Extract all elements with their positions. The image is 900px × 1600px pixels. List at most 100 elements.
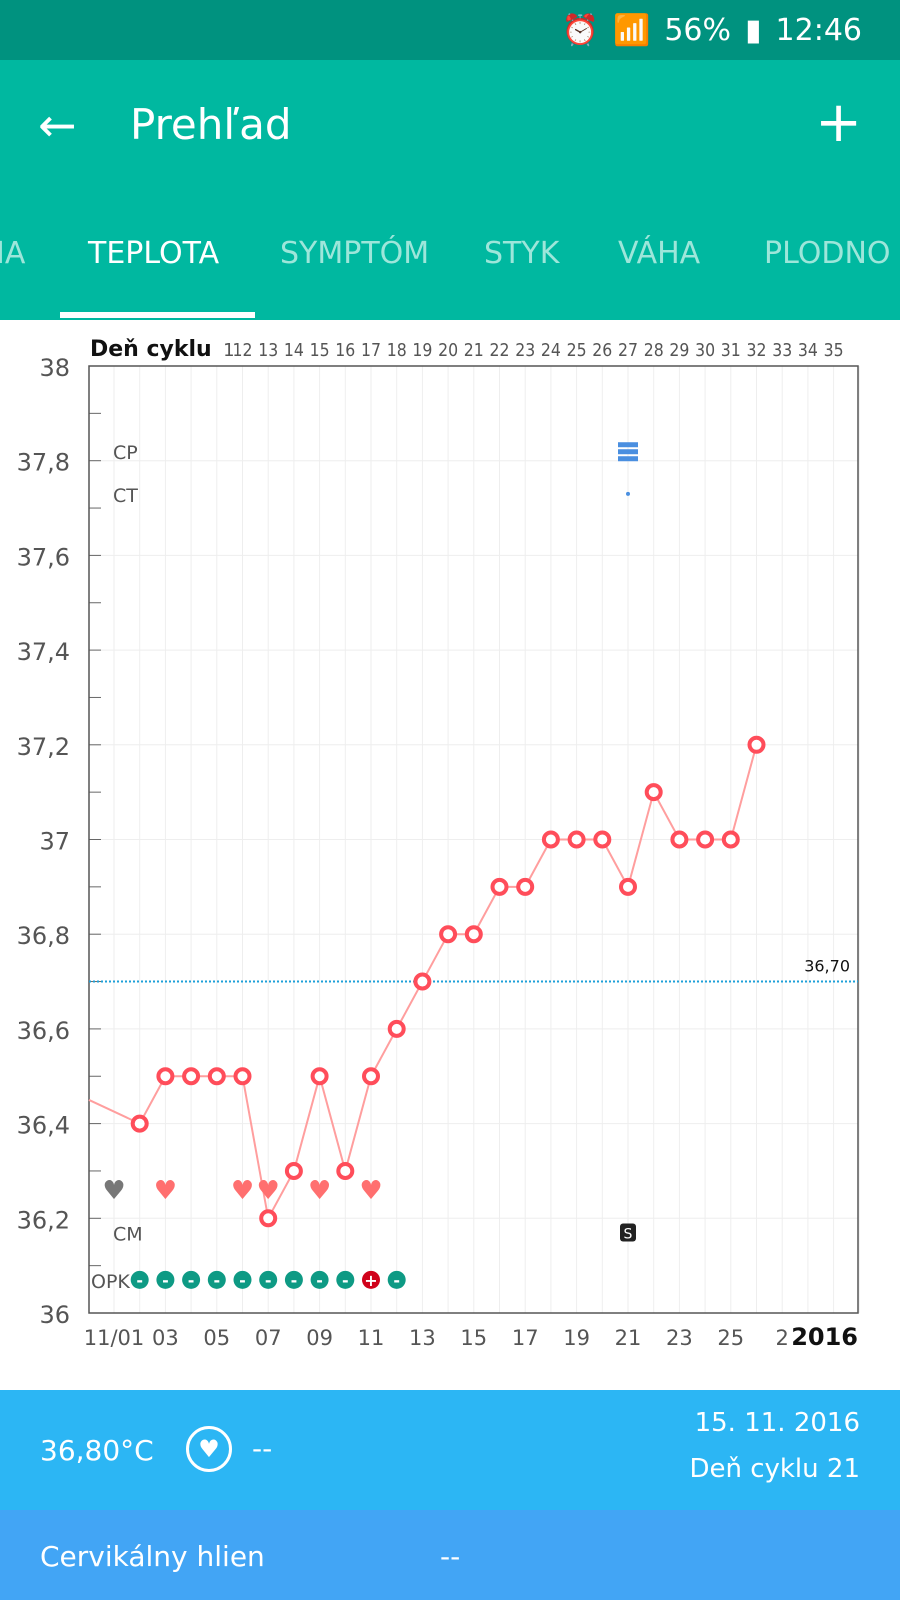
opk-row-label: OPK: [91, 1271, 130, 1293]
x-tick-label: 07: [255, 1326, 282, 1350]
x-tick-label: 21: [615, 1326, 642, 1350]
opk-negative-icon: [156, 1270, 175, 1289]
cp-row-label: CP: [113, 442, 138, 464]
tab-ia[interactable]: IA: [0, 236, 26, 271]
tab-vaha[interactable]: VÁHA: [618, 236, 701, 271]
temperature-point: [413, 972, 432, 991]
cycle-day-tick: 15: [310, 340, 330, 361]
opk-negative-icon: [336, 1270, 355, 1289]
cycle-day-tick: 26: [592, 340, 612, 361]
coverline-label: 36,70: [804, 957, 850, 976]
temperature-point: [310, 1067, 329, 1086]
opk-negative-icon: [207, 1270, 226, 1289]
cycle-day-tick: 14: [284, 340, 304, 361]
x-tick-label: 09: [306, 1326, 333, 1350]
x-tick-label: 11/01: [84, 1326, 145, 1350]
opk-result: -: [265, 1271, 272, 1290]
y-tick-label: 37: [39, 828, 70, 856]
temperature-point: [233, 1067, 252, 1086]
temperature-point: [362, 1067, 380, 1086]
plus-icon[interactable]: +: [815, 90, 862, 155]
cycle-day-tick: 22: [490, 340, 510, 361]
temperature-point: [696, 830, 715, 849]
tab-bar: IA TEPLOTA SYMPTÓM STYK VÁHA PLODNO: [0, 196, 900, 320]
opk-negative-icon: [387, 1270, 406, 1289]
heart-icon: ♥: [359, 1176, 382, 1206]
mucus-label: Cervikálny hlien: [40, 1540, 265, 1573]
page-title: Prehľad: [130, 100, 292, 149]
x-tick-label: 11: [358, 1326, 385, 1350]
cycle-day-tick: 33: [772, 340, 792, 361]
y-tick-label: 36: [39, 1301, 70, 1329]
opk-result: -: [316, 1271, 323, 1290]
heart-icon: ♥: [102, 1176, 125, 1206]
temperature-point: [259, 1209, 278, 1228]
tab-plodnost[interactable]: PLODNO: [764, 236, 891, 271]
temperature-point: [567, 830, 586, 849]
tab-symptom[interactable]: SYMPTÓM: [280, 236, 430, 271]
arrow-left-icon[interactable]: ←: [38, 98, 77, 152]
temperature-point: [387, 1019, 406, 1038]
x-tick-label: 2: [776, 1326, 789, 1350]
cervix-position-icon: [618, 449, 638, 455]
opk-negative-icon: [259, 1270, 278, 1289]
temperature-point: [156, 1067, 175, 1086]
x-tick-label: 13: [409, 1326, 436, 1350]
alarm-icon: ⏰: [561, 12, 599, 48]
opk-negative-icon: [233, 1270, 252, 1289]
tab-styk[interactable]: STYK: [484, 236, 560, 271]
cm-badge-label: S: [624, 1227, 633, 1243]
temperature-point: [541, 830, 560, 849]
cervix-position-icon: [618, 456, 638, 462]
cycle-day-tick: 35: [824, 340, 844, 361]
cycle-day-tick: 21: [464, 340, 484, 361]
battery-level: 56%: [664, 12, 732, 48]
ct-row-label: CT: [113, 485, 138, 507]
opk-negative-icon: [310, 1270, 329, 1289]
day-info-panel[interactable]: 36,80°C ♥ -- 15. 11. 2016 Deň cyklu 21: [0, 1390, 900, 1510]
heart-icon: ♥: [257, 1176, 280, 1206]
opk-result: -: [342, 1271, 349, 1290]
opk-result: -: [239, 1271, 246, 1290]
cervical-mucus-row[interactable]: Cervikálny hlien --: [0, 1510, 900, 1600]
mucus-value: --: [440, 1540, 461, 1573]
cycle-day-tick: 25: [567, 340, 587, 361]
cycle-day-tick: 31: [721, 340, 741, 361]
x-tick-label: 25: [717, 1326, 744, 1350]
heart-icon: ♥: [186, 1426, 232, 1472]
cycle-day: Deň cyklu 21: [689, 1454, 860, 1484]
cycle-day-tick: 32: [747, 340, 767, 361]
plot-frame: [88, 365, 859, 1314]
x-tick-label: 03: [152, 1326, 179, 1350]
opk-result: -: [213, 1271, 220, 1290]
temperature-point: [593, 830, 612, 849]
heart-icon: ♥: [231, 1176, 254, 1206]
opk-negative-icon: [182, 1270, 201, 1289]
cycle-day-tick: 24: [541, 340, 561, 361]
temperature-point: [464, 925, 483, 944]
temperature-point: [336, 1161, 355, 1180]
status-bar: ⏰ 📶 56% ▮ 12:46: [0, 0, 900, 60]
heart-icon: ♥: [308, 1176, 331, 1206]
cervix-position-icon: [618, 442, 638, 448]
tab-indicator: [60, 312, 255, 318]
opk-result: -: [162, 1271, 169, 1290]
temperature-point: [619, 877, 637, 896]
x-tick-label: 19: [563, 1326, 590, 1350]
tab-teplota[interactable]: TEPLOTA: [88, 236, 220, 271]
y-tick-label: 37,6: [17, 543, 70, 571]
cervix-texture-dot: [626, 491, 630, 496]
x-tick-label: 05: [203, 1326, 230, 1350]
x-tick-label: 23: [666, 1326, 693, 1350]
intercourse-value: --: [252, 1432, 273, 1465]
temperature-point: [516, 877, 535, 896]
cm-row-label: CM: [113, 1224, 143, 1246]
x-tick-label: 15: [460, 1326, 487, 1350]
cycle-day-tick: 23: [515, 340, 535, 361]
y-tick-label: 36,8: [17, 922, 70, 950]
app-bar: ← Prehľad +: [0, 60, 900, 196]
y-tick-label: 37,2: [17, 733, 70, 761]
temperature-chart[interactable]: 36 36,2 36,4 36,6 36,8 37 37,2 37,4 37,6 37,8 38 De…: [0, 320, 900, 1390]
y-tick-label: 36,2: [17, 1206, 70, 1234]
cycle-day-tick: 34: [798, 340, 818, 361]
